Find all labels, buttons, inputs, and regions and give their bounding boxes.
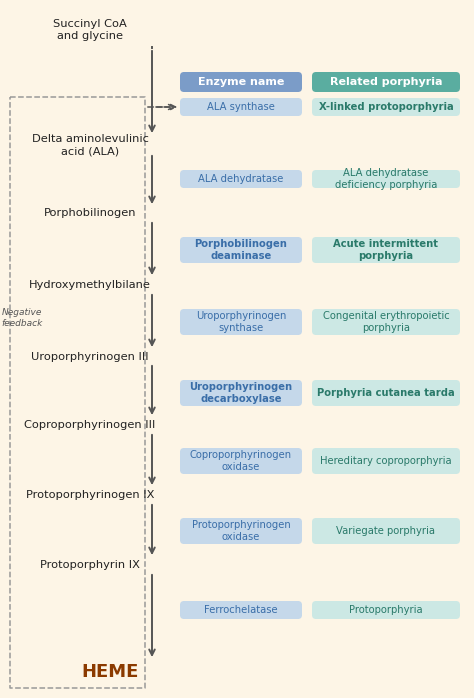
Text: Hereditary coproporphyria: Hereditary coproporphyria [320,456,452,466]
FancyBboxPatch shape [312,309,460,335]
Text: Congenital erythropoietic
porphyria: Congenital erythropoietic porphyria [323,311,449,333]
Text: Succinyl CoA
and glycine: Succinyl CoA and glycine [53,19,127,41]
Text: Delta aminolevulinic
acid (ALA): Delta aminolevulinic acid (ALA) [32,134,148,156]
FancyBboxPatch shape [180,170,302,188]
Text: ALA dehydratase: ALA dehydratase [198,174,283,184]
FancyBboxPatch shape [180,518,302,544]
FancyBboxPatch shape [312,170,460,188]
Text: Uroporphyrinogen III: Uroporphyrinogen III [31,352,149,362]
FancyBboxPatch shape [312,448,460,474]
Text: Coproporphyrinogen III: Coproporphyrinogen III [24,420,155,430]
Text: Acute intermittent
porphyria: Acute intermittent porphyria [334,239,438,261]
Text: Coproporphyrinogen
oxidase: Coproporphyrinogen oxidase [190,450,292,472]
FancyBboxPatch shape [312,237,460,263]
Text: Protoporphyrinogen IX: Protoporphyrinogen IX [26,490,154,500]
FancyBboxPatch shape [180,98,302,116]
FancyBboxPatch shape [180,448,302,474]
FancyBboxPatch shape [180,601,302,619]
FancyBboxPatch shape [180,72,302,92]
Text: X-linked protoporphyria: X-linked protoporphyria [319,102,453,112]
Text: Related porphyria: Related porphyria [330,77,442,87]
Text: Variegate porphyria: Variegate porphyria [337,526,436,536]
FancyBboxPatch shape [312,518,460,544]
Text: Enzyme name: Enzyme name [198,77,284,87]
Text: Hydroxymethylbilane: Hydroxymethylbilane [29,280,151,290]
Text: Ferrochelatase: Ferrochelatase [204,605,278,615]
Text: Protoporphyrinogen
oxidase: Protoporphyrinogen oxidase [191,520,291,542]
FancyBboxPatch shape [180,237,302,263]
Text: Protoporphyrin IX: Protoporphyrin IX [40,560,140,570]
Text: Protoporphyria: Protoporphyria [349,605,423,615]
Text: Porphobilinogen
deaminase: Porphobilinogen deaminase [194,239,287,261]
Text: Uroporphyrinogen
decarboxylase: Uroporphyrinogen decarboxylase [190,382,292,404]
FancyBboxPatch shape [180,309,302,335]
Text: ALA synthase: ALA synthase [207,102,275,112]
Text: HEME: HEME [82,663,139,681]
FancyBboxPatch shape [180,380,302,406]
FancyBboxPatch shape [312,72,460,92]
FancyBboxPatch shape [312,380,460,406]
Text: Porphobilinogen: Porphobilinogen [44,208,136,218]
Text: Porphyria cutanea tarda: Porphyria cutanea tarda [317,388,455,398]
FancyBboxPatch shape [312,98,460,116]
Text: Uroporphyrinogen
synthase: Uroporphyrinogen synthase [196,311,286,333]
Text: ALA dehydratase
deficiency porphyria: ALA dehydratase deficiency porphyria [335,168,437,190]
FancyBboxPatch shape [312,601,460,619]
Text: Negative
feedback: Negative feedback [1,308,43,328]
